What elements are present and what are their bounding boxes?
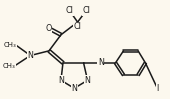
- Text: N: N: [71, 84, 77, 93]
- Text: CH₃: CH₃: [4, 42, 16, 49]
- Text: N: N: [85, 76, 90, 85]
- Text: CH₃: CH₃: [2, 63, 15, 69]
- Text: Cl: Cl: [74, 22, 82, 31]
- Text: N: N: [58, 76, 64, 85]
- Text: N: N: [27, 51, 33, 60]
- Text: N: N: [98, 58, 104, 67]
- Text: Cl: Cl: [66, 6, 74, 15]
- Text: I: I: [156, 84, 158, 93]
- Text: Cl: Cl: [82, 6, 90, 15]
- Text: O: O: [45, 24, 52, 33]
